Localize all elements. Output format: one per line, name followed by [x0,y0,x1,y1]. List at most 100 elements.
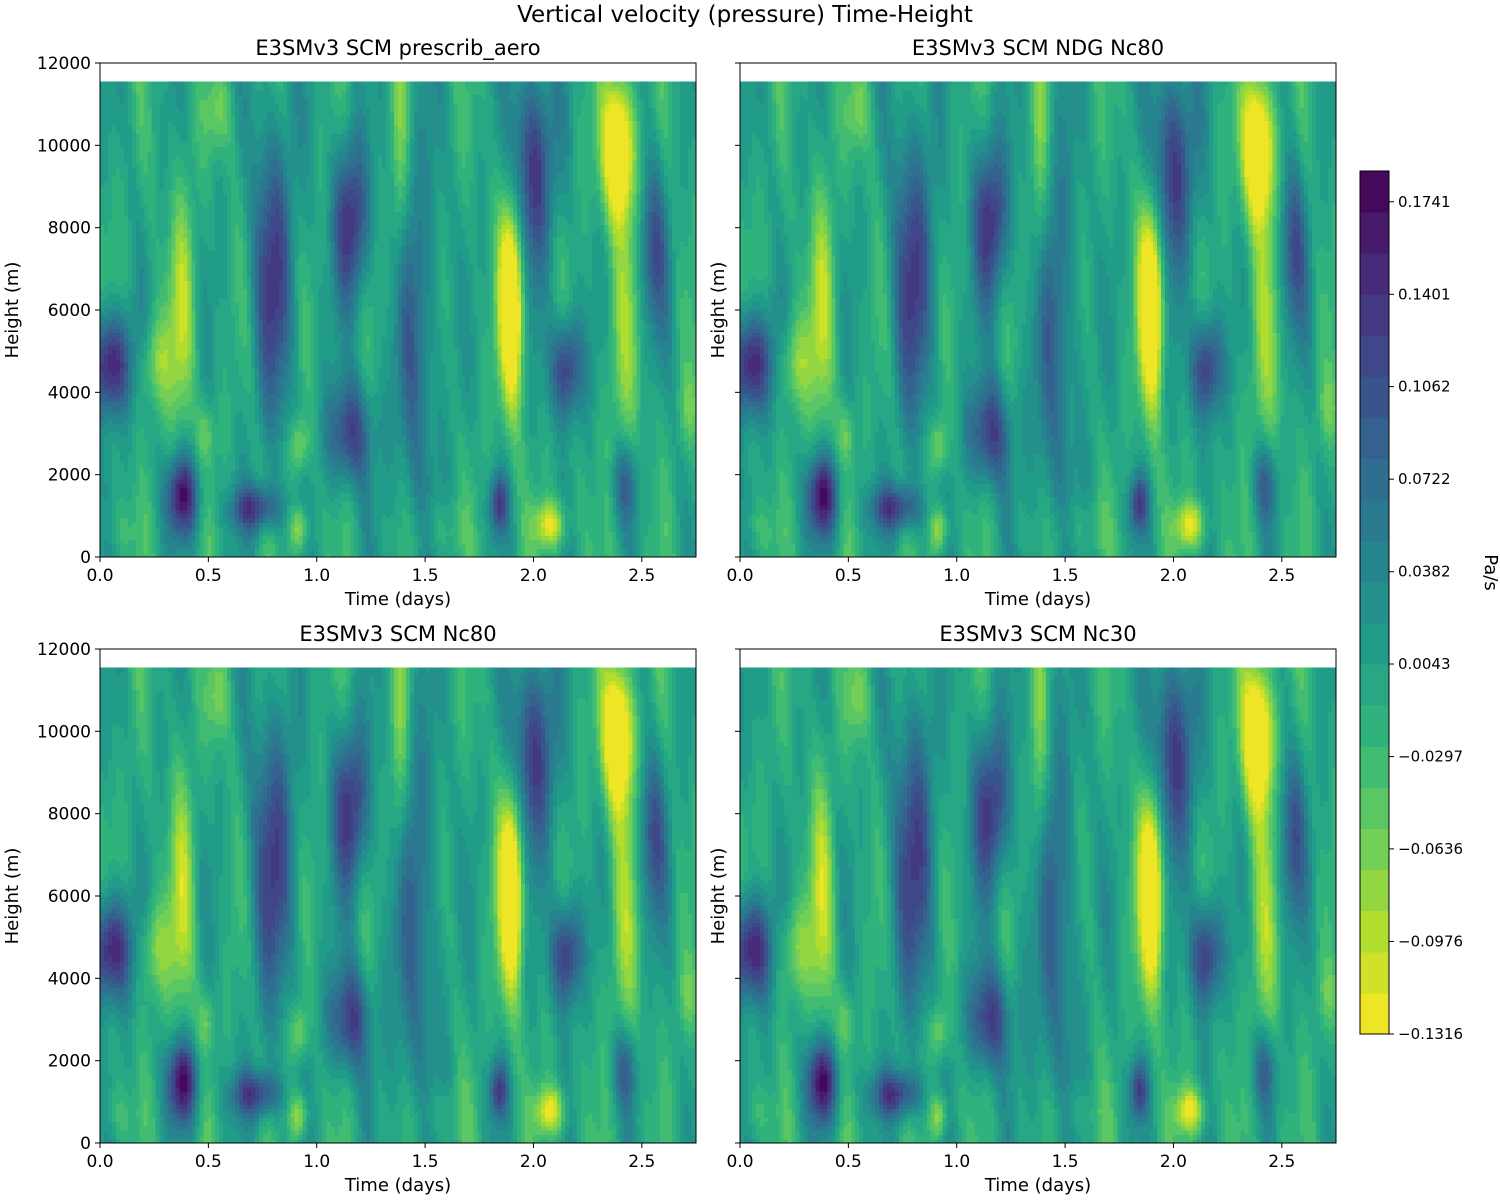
heatmap-cell [299,544,304,549]
heatmap-cell [207,540,212,545]
heatmap-cell [394,540,399,545]
heatmap-cell [247,544,252,549]
heatmap-cell [684,544,689,549]
heatmap-cell [438,544,443,549]
heatmap-cell [418,540,423,545]
heatmap-cell [346,548,351,553]
heatmap-cell [656,544,661,549]
heatmap-cell [390,544,395,549]
heatmap-cell [501,540,506,545]
heatmap-cell [366,544,371,549]
heatmap-cell [505,544,510,549]
heatmap-cell [688,544,693,549]
heatmap-cell [497,544,502,549]
heatmap-cell [315,540,320,545]
heatmap-cell [279,548,284,553]
heatmap-cell [187,548,192,553]
heatmap-cell [406,544,411,549]
heatmap-cell [100,535,105,540]
heatmap-cell [601,540,606,545]
heatmap-cell [116,540,121,545]
heatmap-cell [255,535,260,540]
heatmap-cell [501,544,506,549]
heatmap-cell [319,544,324,549]
heatmap-cell [613,544,618,549]
heatmap-cell [330,544,335,549]
heatmap-cell [319,540,324,545]
heatmap-cell [303,544,308,549]
heatmap-cell [386,540,391,545]
heatmap-cell [346,544,351,549]
heatmap-cell [152,548,157,553]
heatmap-cell [168,548,173,553]
heatmap-cell [144,535,149,540]
heatmap-cell [207,544,212,549]
panel-1: E3SMv3 SCM prescrib_aero0.0 0.5 1.0 1.5 2.0 2… [2,36,697,610]
heatmap-cell [215,540,220,545]
heatmap-cell [112,544,117,549]
heatmap-cell [175,535,180,540]
heatmap-cell [120,548,125,553]
heatmap-cell [398,548,403,553]
heatmap-cell [430,540,435,545]
heatmap-cell [191,548,196,553]
heatmap-cell [168,544,173,549]
heatmap-cell [132,548,137,553]
heatmap-cell [303,535,308,540]
heatmap-cell [597,548,602,553]
heatmap-cell [239,540,244,545]
heatmap-cell [374,540,379,545]
heatmap-cell [557,548,562,553]
heatmap-cell [533,548,538,553]
heatmap-cell [418,544,423,549]
heatmap-cell [303,548,308,553]
heatmap-cell [323,548,328,553]
heatmap-cell [108,540,113,545]
heatmap-cell [144,540,149,545]
heatmap-cell [438,548,443,553]
heatmap-cell [398,540,403,545]
heatmap-cell [485,548,490,553]
heatmap-cell [219,548,224,553]
heatmap-cell [172,548,177,553]
heatmap-cell [581,544,586,549]
heatmap-cell [688,548,693,553]
heatmap-cell [287,540,292,545]
heatmap-cell [549,544,554,549]
heatmap-cell [255,548,260,553]
heatmap-cell [426,548,431,553]
heatmap-cell [640,544,645,549]
heatmap-cell [374,548,379,553]
heatmap-cell [132,535,137,540]
heatmap-cell [215,535,220,540]
heatmap-cell [533,544,538,549]
heatmap-cell [334,540,339,545]
heatmap-cell [227,544,232,549]
heatmap-cell [617,540,622,545]
heatmap-cell [525,548,530,553]
heatmap-cell [466,544,471,549]
heatmap-cell [287,548,292,553]
heatmap-cell [231,535,236,540]
heatmap-cell [120,544,125,549]
heatmap-cell [116,548,121,553]
heatmap-cell [668,540,673,545]
heatmap-cell [442,540,447,545]
heatmap-cell [271,548,276,553]
heatmap-cell [541,544,546,549]
heatmap-cell [644,540,649,545]
heatmap-cell [581,548,586,553]
heatmap-cell [223,540,228,545]
heatmap-cell [370,544,375,549]
heatmap-cell [160,540,165,545]
heatmap-cell [521,544,526,549]
heatmap-cell [315,535,320,540]
heatmap-cell [676,544,681,549]
heatmap-cell [430,548,435,553]
heatmap-cell [354,540,359,545]
heatmap-cell [156,544,161,549]
heatmap-cell [104,544,109,549]
heatmap-cell [100,544,105,549]
heatmap-cell [493,544,498,549]
